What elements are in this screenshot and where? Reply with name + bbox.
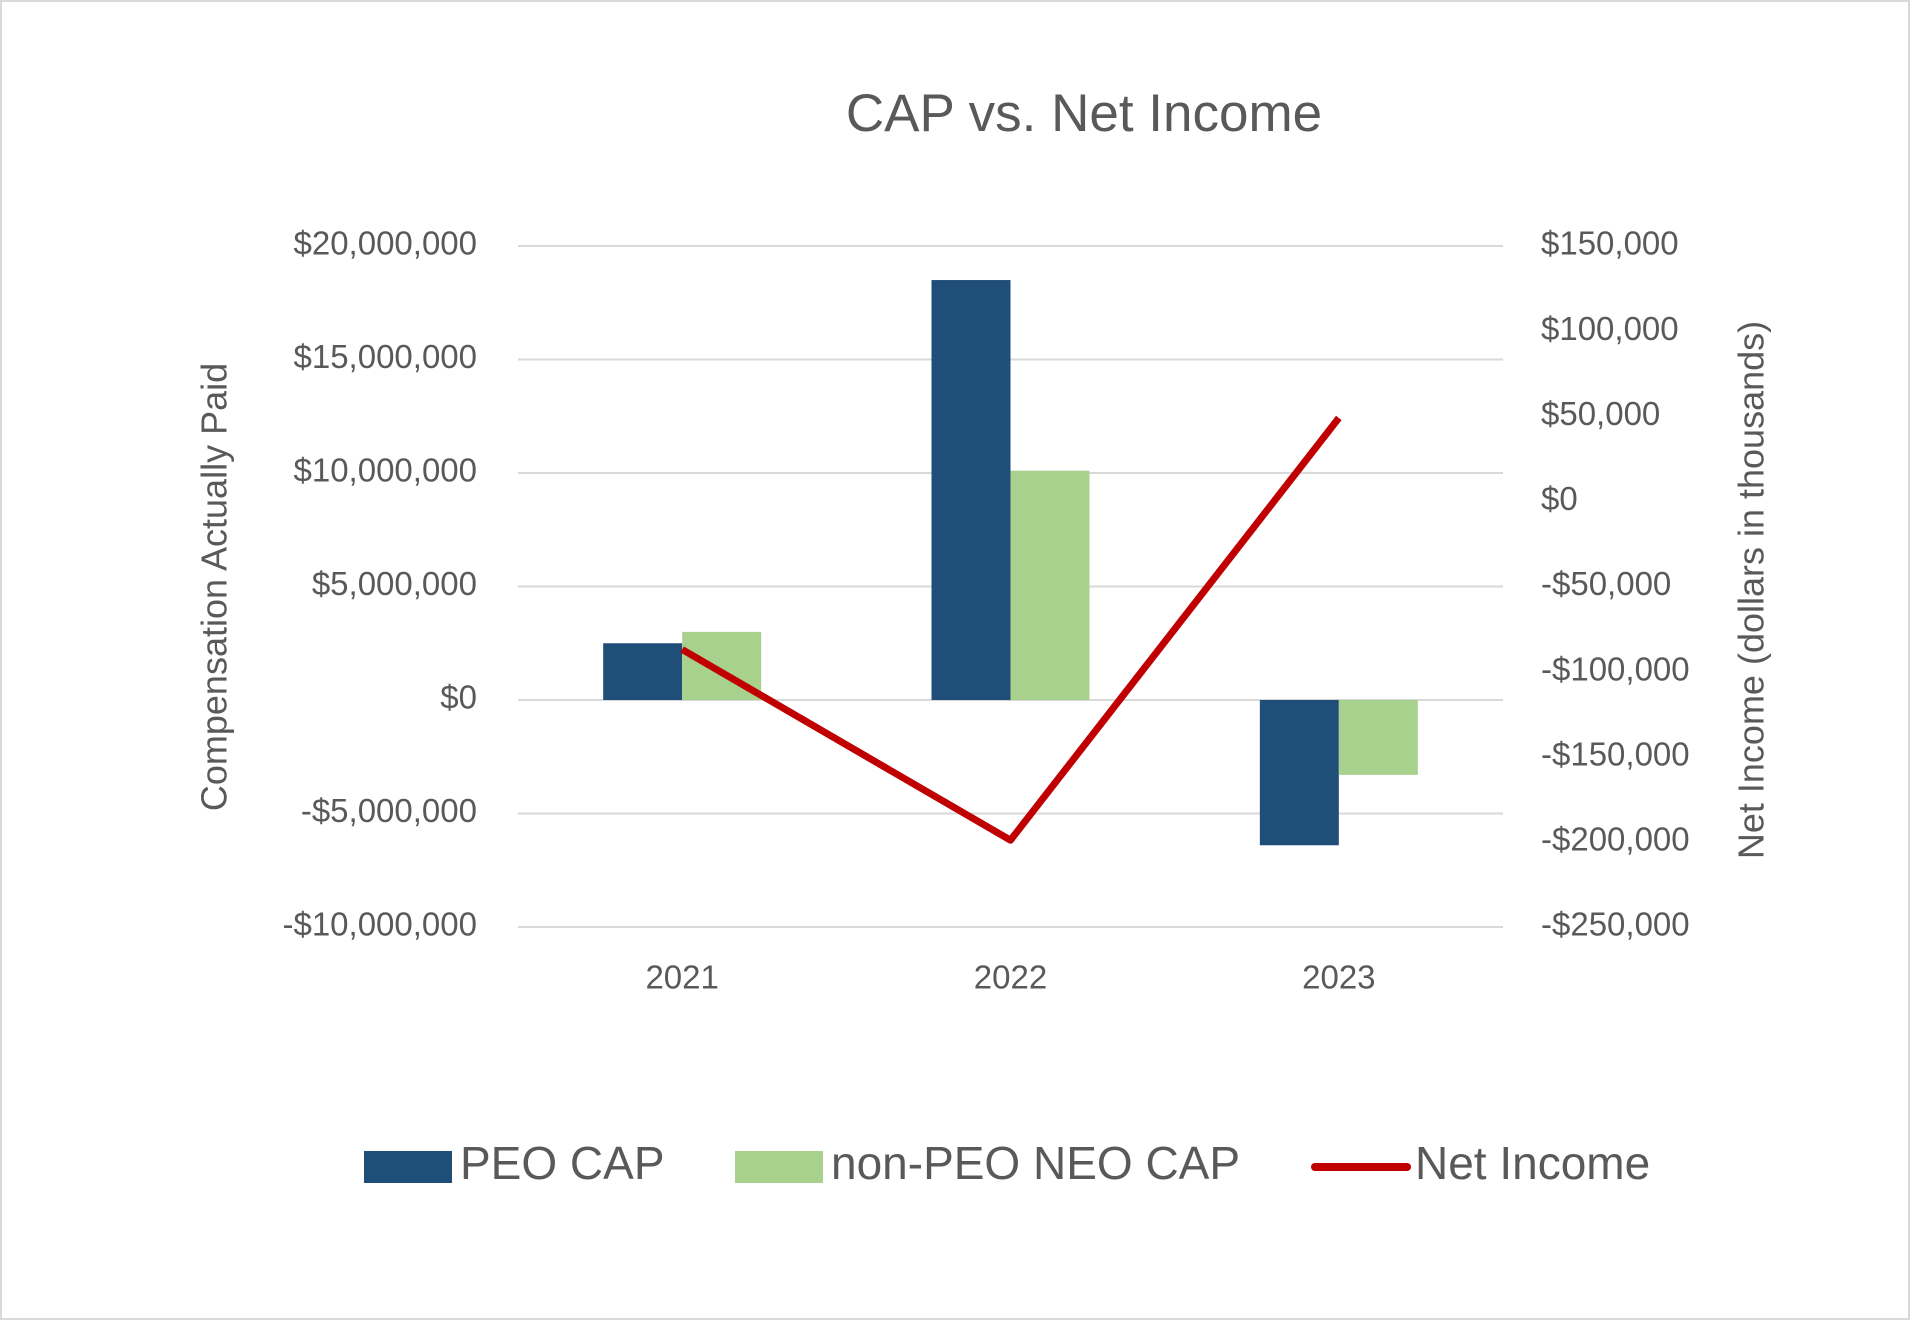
- y2-tick-label: -$50,000: [1541, 565, 1671, 602]
- y2-tick-label: -$150,000: [1541, 735, 1690, 772]
- line: [680, 415, 1342, 844]
- x-tick-label: 2022: [974, 959, 1047, 996]
- y2-tick-label: -$250,000: [1541, 906, 1690, 943]
- y2-axis-title: Net Income (dollars in thousands): [1731, 321, 1772, 859]
- y2-tick-label: $50,000: [1541, 395, 1660, 432]
- bar: [1010, 470, 1090, 700]
- legend-label: non-PEO NEO CAP: [831, 1137, 1240, 1189]
- bar: [931, 280, 1011, 700]
- legend-swatch: [364, 1151, 452, 1183]
- y-axis-title: Compensation Actually Paid: [194, 363, 235, 811]
- y-tick-label: $0: [440, 679, 477, 716]
- y2-tick-label: $150,000: [1541, 225, 1679, 262]
- y-tick-label: $15,000,000: [293, 338, 477, 375]
- y2-tick-label: -$100,000: [1541, 650, 1690, 687]
- x-tick-label: 2021: [645, 959, 718, 996]
- bar: [603, 643, 683, 700]
- y-tick-label: -$10,000,000: [282, 906, 477, 943]
- y-tick-label: $5,000,000: [312, 565, 477, 602]
- bar: [1259, 700, 1339, 846]
- y-tick-label: -$5,000,000: [301, 792, 477, 829]
- y-tick-label: $10,000,000: [293, 452, 477, 489]
- y2-tick-label: $100,000: [1541, 310, 1679, 347]
- legend-label: PEO CAP: [460, 1137, 665, 1189]
- chart-title: CAP vs. Net Income: [846, 84, 1322, 143]
- bar: [1338, 700, 1418, 775]
- legend-label: Net Income: [1415, 1137, 1650, 1189]
- y2-tick-label: $0: [1541, 480, 1578, 517]
- y2-tick-label: -$200,000: [1541, 821, 1690, 858]
- y-tick-label: $20,000,000: [293, 225, 477, 262]
- legend-swatch: [735, 1151, 823, 1183]
- x-tick-label: 2023: [1302, 959, 1375, 996]
